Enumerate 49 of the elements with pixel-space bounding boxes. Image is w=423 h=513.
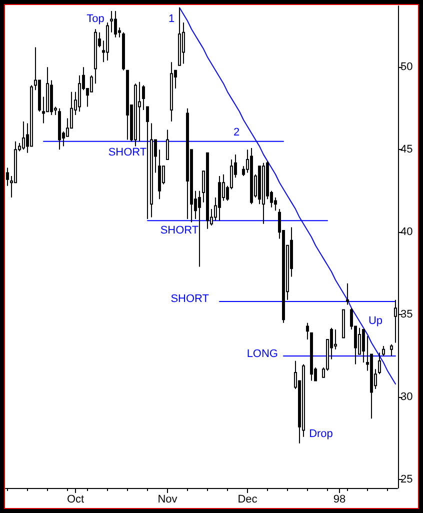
candlestick: [58, 108, 61, 150]
candlestick: [150, 122, 153, 218]
candlestick: [310, 332, 313, 382]
candlestick: [306, 322, 309, 340]
x-tick-label: Oct: [66, 494, 84, 506]
x-tick-label: Dec: [238, 494, 258, 506]
candlestick: [250, 147, 253, 205]
candlestick: [122, 32, 125, 71]
candlestick: [346, 282, 349, 306]
candlestick: [134, 83, 137, 147]
annotation: SHORT: [160, 224, 199, 237]
candlestick: [178, 7, 181, 66]
annotation: SHORT: [108, 146, 147, 158]
y-tick-label: 40: [400, 226, 413, 238]
candlestick: [342, 309, 345, 338]
candlestick: [378, 352, 381, 375]
candlestick: [382, 346, 385, 356]
y-tick-label: 25: [400, 474, 413, 486]
annotation: Up: [368, 315, 383, 327]
annotation: Drop: [309, 428, 333, 440]
annotation: SHORT: [170, 293, 210, 305]
candlestick: [6, 167, 9, 186]
candlestick: [206, 152, 209, 230]
annotation: LONG: [246, 348, 278, 360]
y-tick-label: 30: [400, 391, 413, 404]
annotation: Top: [86, 13, 104, 25]
candlestick: [166, 129, 169, 160]
y-tick-label: 35: [400, 308, 413, 321]
y-tick-label: 50: [400, 61, 413, 74]
candlestick: [170, 62, 173, 122]
y-tick-label: 45: [400, 144, 413, 156]
annotation: 1: [168, 13, 175, 25]
x-tick-label: Nov: [158, 494, 178, 506]
candlestick: [362, 329, 365, 364]
candlestick: [262, 162, 265, 224]
candlestick: [198, 190, 201, 268]
annotation: 2: [233, 126, 240, 138]
x-tick-label: 98: [333, 494, 346, 506]
candlestick: [142, 84, 145, 110]
candlestick: [186, 108, 189, 220]
candlestick: [94, 28, 97, 84]
candlestick: [390, 344, 393, 356]
candlestick: [146, 106, 149, 220]
candlestick: [106, 22, 109, 61]
candlestick: [114, 10, 117, 38]
candlestick: [126, 70, 129, 140]
candlestick: [218, 176, 221, 222]
candlestick: [22, 121, 25, 150]
candlestick: [158, 149, 161, 200]
